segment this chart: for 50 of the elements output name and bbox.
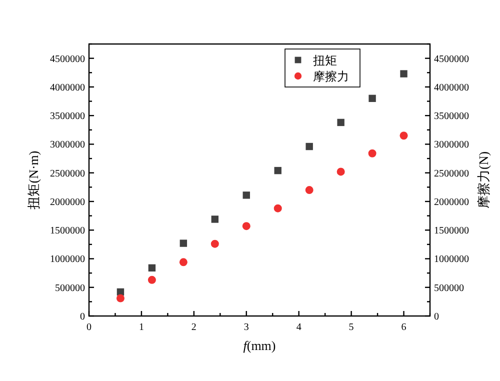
y2-tick-label: 4500000 bbox=[434, 54, 469, 65]
point bbox=[180, 240, 188, 247]
x-axis-title: f(mm) bbox=[243, 338, 276, 353]
y2-tick-label: 3000000 bbox=[434, 140, 469, 151]
point bbox=[274, 166, 282, 174]
point bbox=[116, 294, 124, 302]
point bbox=[337, 118, 344, 126]
point bbox=[210, 240, 219, 248]
y2-tick-label: 1500000 bbox=[434, 226, 469, 237]
point bbox=[306, 142, 313, 150]
y-tick-label: 2000000 bbox=[50, 196, 85, 208]
y2-tick-label: 4000000 bbox=[434, 82, 469, 94]
point bbox=[368, 149, 376, 158]
legend-label: 扭矩 bbox=[313, 54, 337, 68]
y-tick-label: 500000 bbox=[55, 282, 85, 294]
point bbox=[400, 132, 408, 140]
point bbox=[368, 94, 376, 102]
y-axis-title: 扭矩(N·m) bbox=[26, 150, 41, 210]
point bbox=[242, 222, 250, 230]
y2-tick-label: 500000 bbox=[434, 282, 464, 294]
point bbox=[274, 204, 282, 212]
y-tick-label: 2500000 bbox=[50, 168, 85, 180]
y-tick-label: 3000000 bbox=[50, 140, 85, 151]
point bbox=[336, 168, 345, 176]
x-tick-label: 2 bbox=[191, 322, 196, 333]
y2-tick-label: 0 bbox=[434, 312, 439, 322]
y2-tick-label: 2000000 bbox=[434, 196, 469, 208]
y-tick-label: 4500000 bbox=[50, 54, 85, 65]
y-tick-label: 1500000 bbox=[50, 226, 85, 237]
y2-tick-label: 3500000 bbox=[434, 111, 469, 122]
y2-tick-label: 2500000 bbox=[434, 168, 469, 180]
point bbox=[242, 192, 250, 199]
y-tick-label: 3500000 bbox=[50, 111, 85, 122]
x-tick-label: 1 bbox=[138, 322, 144, 333]
point bbox=[148, 276, 156, 284]
y-tick-label: 1000000 bbox=[50, 254, 85, 266]
point bbox=[400, 70, 408, 78]
y2-tick-label: 1000000 bbox=[434, 254, 469, 266]
x-tick-label: 5 bbox=[348, 322, 354, 333]
x-tick-label: 4 bbox=[296, 322, 302, 333]
legend-label: 摩擦力 bbox=[313, 70, 349, 84]
x-tick-label: 6 bbox=[401, 322, 406, 333]
point bbox=[148, 264, 156, 272]
point bbox=[179, 258, 188, 266]
y-tick-label: 4000000 bbox=[50, 82, 85, 94]
point bbox=[211, 216, 219, 223]
y-tick-label: 0 bbox=[80, 312, 85, 322]
y2-axis-title: 摩擦力(N) bbox=[476, 151, 491, 209]
x-tick-label: 3 bbox=[244, 322, 249, 333]
point bbox=[305, 186, 314, 194]
